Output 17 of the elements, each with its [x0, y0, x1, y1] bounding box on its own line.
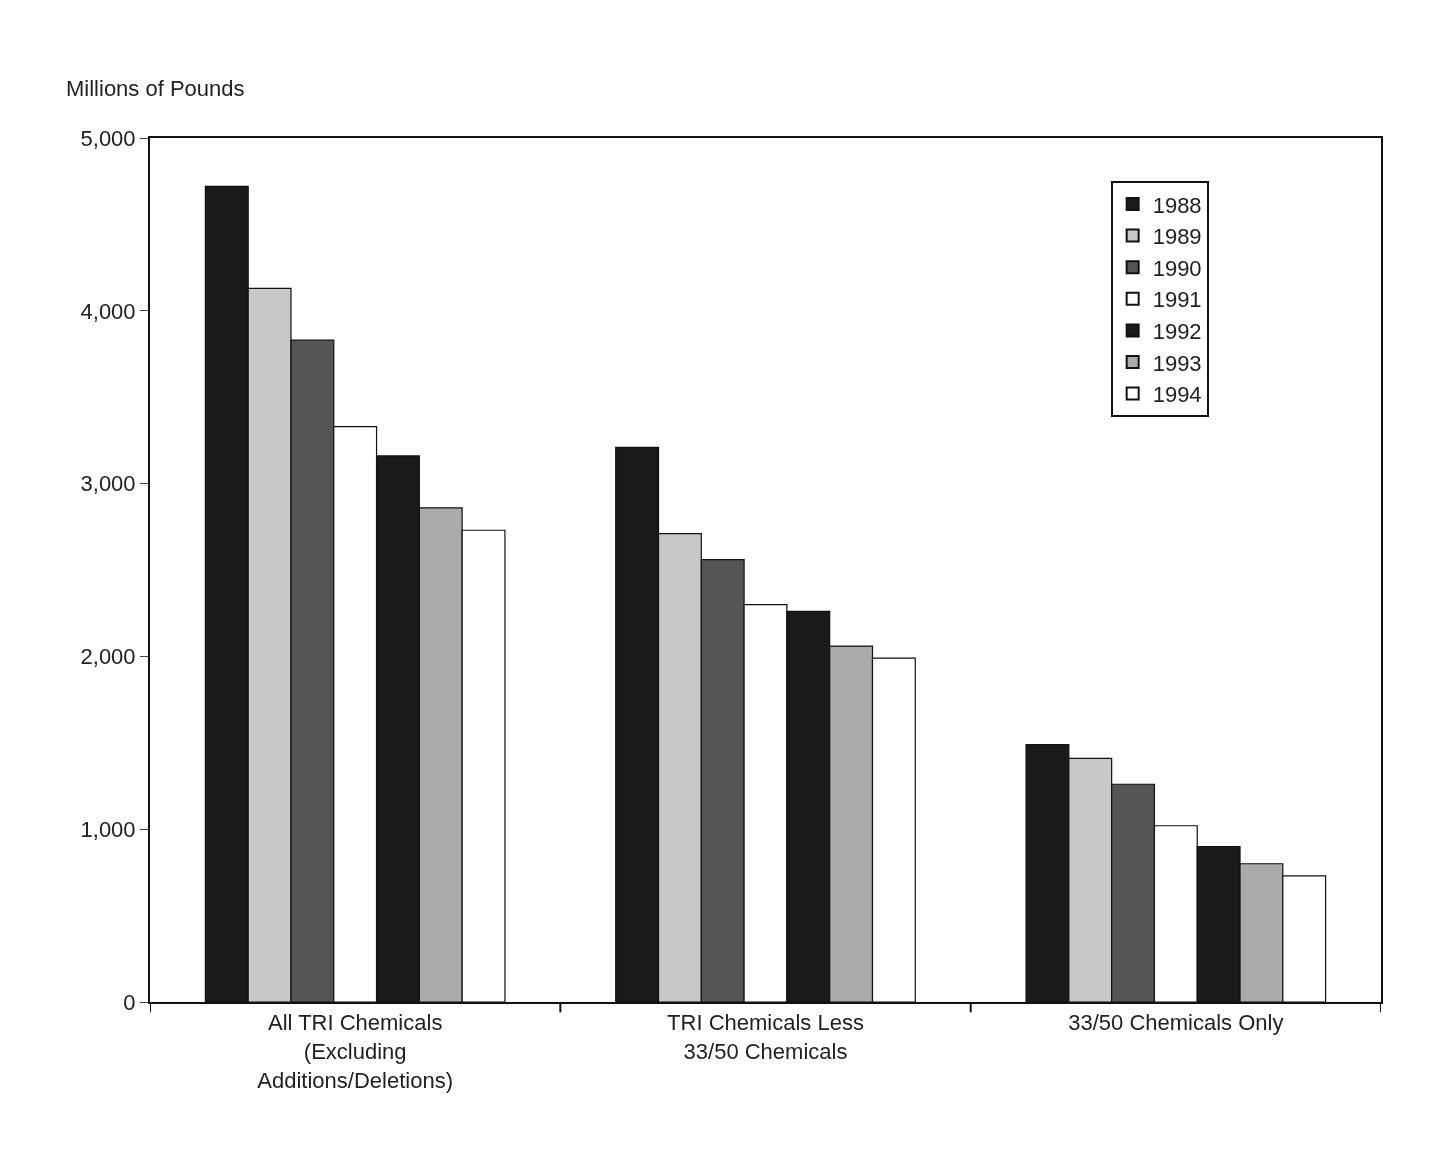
- x-tick-label: 33/50 Chemicals Only: [1068, 1010, 1284, 1036]
- y-tick-label: 5,000: [80, 125, 136, 151]
- legend-label: 1989: [1152, 224, 1202, 250]
- legend-label: 1988: [1152, 192, 1202, 218]
- y-tick-label: 4,000: [80, 298, 136, 324]
- legend-label: 1993: [1152, 350, 1202, 376]
- y-tick-label: 3,000: [80, 471, 136, 497]
- legend-label: 1992: [1152, 318, 1202, 344]
- y-tick-label: 1,000: [80, 816, 136, 842]
- y-axis-title: Millions of Pounds: [66, 76, 245, 101]
- y-tick-label: 2,000: [80, 644, 136, 670]
- y-tick-label: 0: [123, 989, 136, 1015]
- legend-label: 1991: [1152, 287, 1202, 313]
- x-tick-label: TRI Chemicals Less 33/50 Chemicals: [667, 1010, 864, 1064]
- x-tick-label: All TRI Chemicals (Excluding Additions/Deletions): [257, 1010, 454, 1093]
- legend-label: 1990: [1152, 255, 1202, 281]
- legend-label: 1994: [1152, 382, 1202, 408]
